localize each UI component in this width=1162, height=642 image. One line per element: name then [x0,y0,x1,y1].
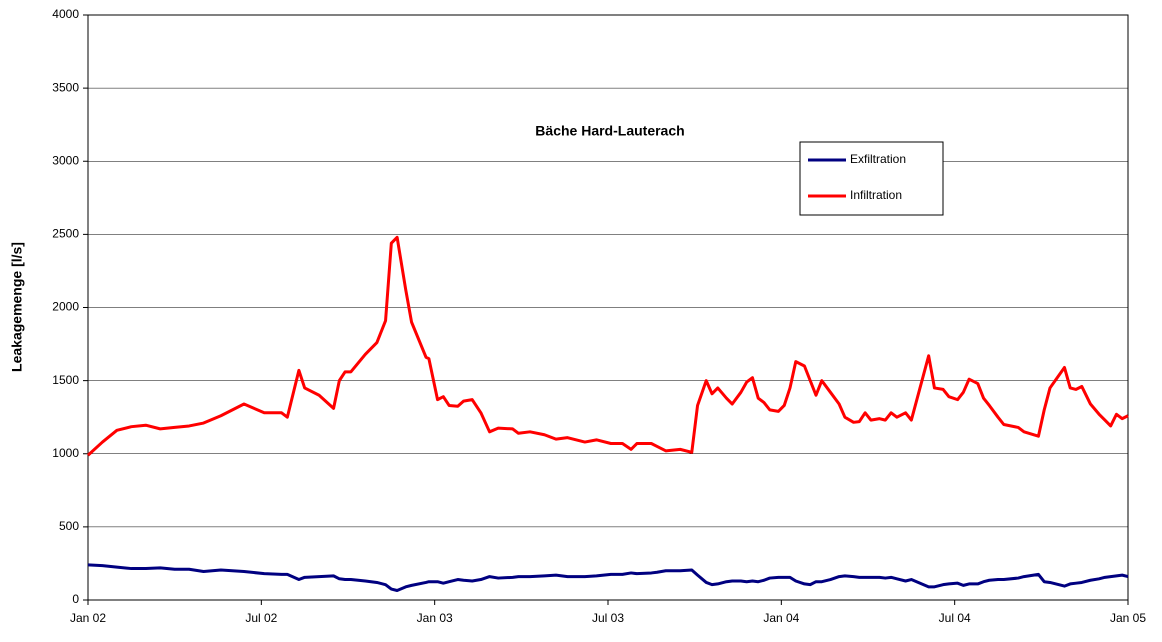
series-line [87,563,1129,592]
y-tick-label: 1500 [52,373,79,387]
y-tick-label: 3000 [52,153,79,167]
y-tick-label: 0 [72,592,79,606]
x-tick-label: Jan 04 [763,611,799,625]
legend-box [799,141,944,216]
legend-label: Infiltration [850,188,902,202]
x-tick-label: Jul 03 [592,611,624,625]
plot-border [87,14,1129,601]
y-tick-label: 500 [59,519,79,533]
x-tick-label: Jul 04 [939,611,971,625]
y-tick-label: 3500 [52,80,79,94]
y-tick-label: 4000 [52,7,79,21]
y-axis-label: Leakagemenge [l/s] [9,242,25,372]
x-tick-label: Jan 05 [1110,611,1146,625]
y-tick-label: 2500 [52,227,79,241]
x-tick-label: Jan 02 [70,611,106,625]
x-tick-label: Jul 02 [245,611,277,625]
series-line [86,235,1129,457]
y-tick-label: 1000 [52,446,79,460]
chart-title: Bäche Hard-Lauterach [535,123,684,139]
x-tick-label: Jan 03 [417,611,453,625]
legend-label: Exfiltration [850,152,906,166]
y-tick-label: 2000 [52,300,79,314]
